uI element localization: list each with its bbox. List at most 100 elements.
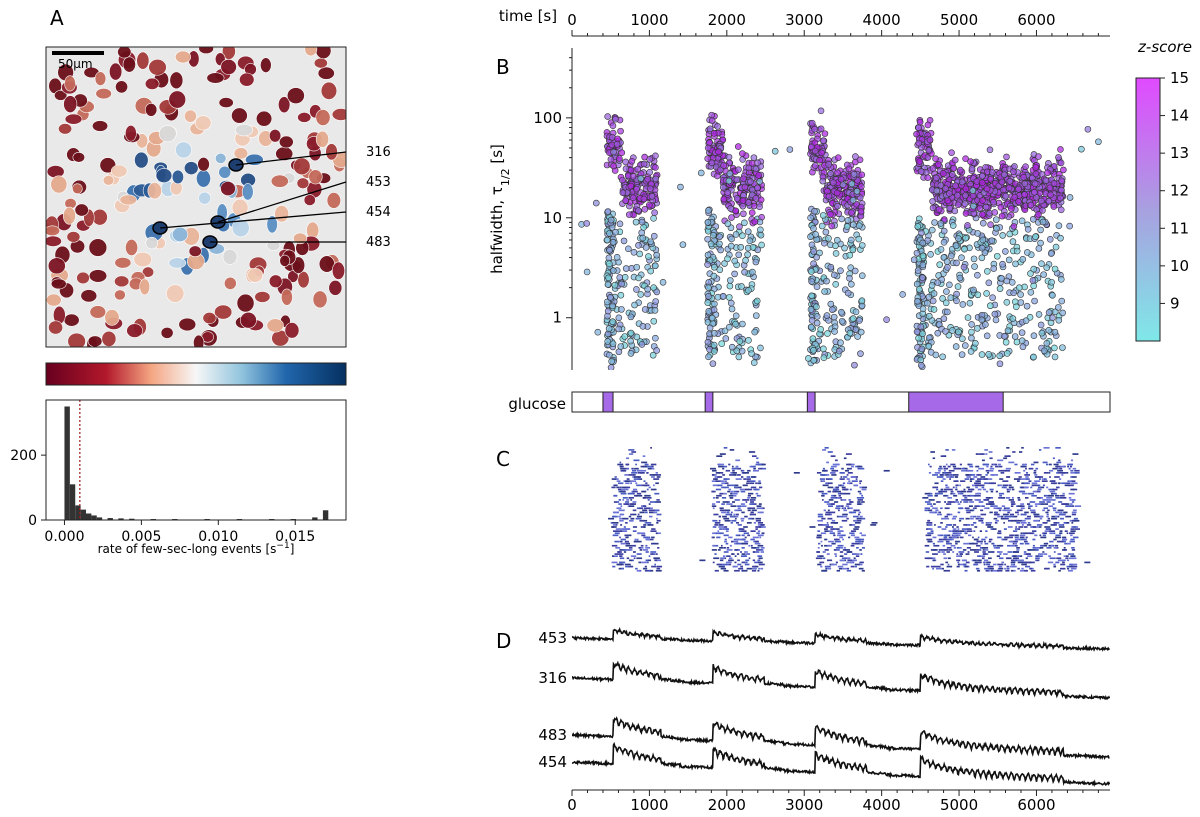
- raster-event: [933, 503, 936, 505]
- raster-event: [624, 480, 631, 482]
- raster-event: [854, 565, 858, 568]
- cell-roi: [196, 169, 211, 188]
- event-point: [952, 343, 960, 350]
- raster-event: [1062, 561, 1065, 564]
- raster-event: [761, 532, 765, 535]
- event-point: [603, 298, 611, 306]
- raster-event: [976, 515, 981, 518]
- raster-event: [743, 478, 747, 480]
- raster-event: [731, 467, 738, 470]
- event-point: [979, 236, 987, 244]
- raster-event: [750, 544, 753, 547]
- raster-event: [996, 555, 1000, 557]
- raster-event: [625, 544, 632, 547]
- event-point: [651, 307, 659, 314]
- raster-event: [1054, 476, 1060, 478]
- raster-event: [645, 482, 648, 485]
- event-point: [910, 256, 918, 264]
- cell-roi: [331, 108, 346, 121]
- event-point: [978, 316, 986, 324]
- raster-event: [711, 505, 717, 507]
- event-point: [841, 244, 848, 252]
- raster-event: [628, 519, 634, 522]
- raster-event: [741, 476, 744, 478]
- raster-event: [834, 459, 838, 462]
- raster-event: [975, 484, 982, 487]
- raster-event: [651, 476, 655, 478]
- event-point: [1029, 215, 1037, 223]
- raster-event: [940, 507, 943, 510]
- raster-event: [841, 557, 847, 560]
- raster-event: [1012, 542, 1015, 545]
- event-point: [1021, 180, 1029, 187]
- raster-event: [1024, 511, 1029, 514]
- raster-event: [711, 549, 717, 551]
- event-point: [813, 303, 820, 311]
- raster-event: [1068, 492, 1075, 495]
- cell-roi: [72, 152, 86, 163]
- event-point: [944, 264, 951, 271]
- raster-event: [616, 507, 622, 510]
- event-point: [617, 127, 624, 135]
- raster-event: [723, 447, 728, 449]
- raster-event: [945, 463, 948, 466]
- trace-label-316: 316: [538, 669, 567, 687]
- event-point: [998, 178, 1006, 186]
- raster-event: [1056, 461, 1062, 464]
- raster-event: [985, 563, 991, 566]
- event-point: [979, 219, 987, 227]
- event-point: [739, 320, 746, 328]
- cell-roi: [331, 261, 346, 280]
- raster-event: [977, 559, 982, 562]
- raster-event: [628, 559, 633, 562]
- cell-roi: [218, 165, 232, 179]
- raster-event: [972, 536, 974, 539]
- raster-event: [930, 565, 937, 568]
- event-point: [966, 299, 974, 307]
- raster-event: [1049, 490, 1056, 493]
- raster-event: [742, 569, 748, 572]
- raster-event: [964, 497, 968, 499]
- raster-event: [939, 465, 942, 468]
- raster-event: [737, 474, 741, 476]
- event-point: [740, 175, 747, 183]
- raster-event: [997, 536, 1002, 539]
- raster-event: [651, 536, 655, 539]
- event-point: [845, 165, 853, 173]
- raster-event: [640, 544, 644, 547]
- event-point: [899, 291, 906, 298]
- event-point: [808, 323, 815, 331]
- raster-event: [845, 453, 852, 455]
- event-point: [631, 301, 638, 309]
- event-point: [653, 347, 660, 354]
- raster-event: [987, 497, 990, 499]
- raster-event: [626, 499, 630, 501]
- d-xtick-label: 0: [567, 796, 577, 814]
- event-point: [969, 187, 977, 194]
- event-point: [732, 312, 740, 320]
- raster-event: [930, 505, 934, 507]
- raster-event: [966, 511, 971, 514]
- event-point: [724, 220, 732, 228]
- raster-event: [645, 511, 648, 514]
- event-point: [1002, 192, 1010, 200]
- raster-event: [823, 509, 826, 512]
- event-point: [720, 162, 727, 169]
- raster-event: [618, 499, 622, 501]
- raster-event: [955, 542, 958, 545]
- event-point: [812, 231, 819, 238]
- raster-event: [1067, 465, 1069, 468]
- raster-event: [1056, 472, 1059, 474]
- raster-event: [933, 544, 940, 547]
- raster-event: [972, 507, 975, 510]
- cell-roi: [268, 129, 282, 143]
- raster-event: [1021, 563, 1027, 566]
- event-point: [714, 293, 722, 301]
- event-point: [1024, 225, 1032, 233]
- raster-event: [982, 551, 986, 553]
- raster-event: [861, 488, 867, 491]
- raster-event: [1012, 530, 1018, 532]
- event-point: [1057, 234, 1064, 242]
- raster-event: [655, 482, 659, 485]
- raster-event: [639, 519, 645, 522]
